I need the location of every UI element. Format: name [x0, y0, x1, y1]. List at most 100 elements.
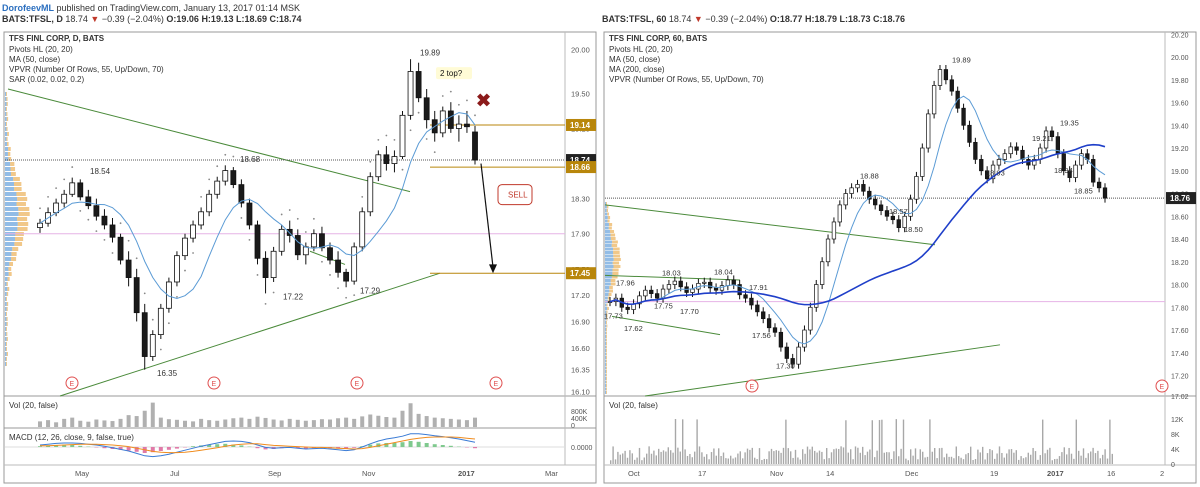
candle — [831, 221, 837, 240]
vpvr-down-bar — [6, 107, 7, 111]
volume-bar — [888, 452, 890, 464]
macd-hist-bar — [215, 444, 220, 447]
vpvr-up-bar — [605, 209, 607, 212]
vpvr-up-bar — [5, 182, 14, 186]
macd-hist-bar — [38, 446, 42, 447]
sar-dot — [216, 165, 219, 168]
price-tag-label: 17.45 — [570, 269, 591, 278]
sell-arrow — [480, 163, 494, 268]
volume-bar — [150, 402, 155, 427]
vpvr-up-bar — [605, 233, 611, 237]
volume-bar — [432, 417, 437, 427]
volume-bar — [1106, 458, 1109, 464]
volume-tick: 4K — [1171, 447, 1180, 454]
daily-chart[interactable]: ✖ 19.89 18.68 18.54 17.22 17.29 16.35 2 top? SEL… — [0, 28, 600, 487]
vpvr-up-bar — [605, 240, 613, 244]
left-high: H:19.13 — [201, 14, 234, 24]
volume-bar — [619, 454, 621, 464]
candle — [861, 184, 866, 192]
volume-bar — [898, 456, 900, 464]
chart-title: TFS FINL CORP, D, BATS — [9, 34, 105, 43]
sar-dot — [232, 155, 235, 158]
volume-bar — [862, 446, 864, 464]
price-tag — [566, 267, 596, 280]
volume-bar — [828, 458, 830, 464]
volume-bar — [866, 451, 869, 464]
sar-dot — [79, 210, 82, 212]
volume-bar — [742, 458, 744, 464]
x-tick-label: 14 — [826, 469, 834, 478]
vpvr-up-bar — [5, 297, 7, 301]
candle — [1043, 130, 1049, 149]
vpvr-up-bar — [5, 142, 7, 146]
pivot-label: 16.35 — [157, 369, 178, 378]
x-tick-label: 2017 — [1047, 469, 1064, 478]
volume-bar — [610, 460, 612, 464]
volume-bar — [890, 458, 893, 464]
sar-dot — [409, 129, 412, 132]
sar-dot — [393, 138, 396, 141]
volume-bar — [994, 458, 996, 464]
vpvr-down-bar — [12, 247, 19, 251]
candle — [174, 255, 180, 283]
vpvr-down-bar — [606, 335, 607, 338]
candle — [902, 215, 907, 228]
candle — [873, 198, 878, 206]
sar-dot — [111, 252, 114, 254]
pivot-label: 18.50 — [904, 225, 923, 234]
vpvr-down-bar — [612, 261, 620, 265]
candle — [125, 259, 132, 278]
pivot-label: 19.35 — [1060, 118, 1079, 127]
vpvr-down-bar — [606, 324, 608, 328]
vpvr-up-bar — [5, 107, 7, 111]
candle — [990, 164, 996, 180]
vpvr-down-bar — [6, 127, 8, 131]
author-name[interactable]: DorofeevML — [2, 3, 55, 13]
candle — [109, 224, 116, 238]
volume-bar — [1003, 457, 1005, 464]
indicator-label: VPVR (Number Of Rows, 55, Up/Down, 70) — [9, 65, 164, 74]
vpvr-up-bar — [605, 296, 608, 300]
hourly-chart[interactable]: 19.89 19.35 19.21 18.93 18.94 18.85 18.88 18.57… — [600, 28, 1200, 487]
volume-bar — [902, 419, 905, 464]
sar-dot — [417, 111, 420, 114]
vpvr-down-bar — [607, 296, 611, 300]
candle — [967, 124, 972, 143]
vpvr-down-bar — [612, 268, 619, 272]
volume-bar — [790, 451, 792, 464]
macd-hist-bar — [126, 447, 131, 451]
macd-hist-bar — [150, 447, 155, 453]
vpvr-up-bar — [605, 328, 607, 331]
macd-hist-bar — [62, 444, 67, 447]
volume-bar — [878, 420, 881, 464]
trendline — [611, 315, 721, 336]
left-close: C:18.74 — [269, 14, 302, 24]
vpvr-up-bar — [605, 380, 607, 384]
volume-bar — [720, 456, 722, 464]
volume-bar — [643, 457, 645, 464]
down-arrow-icon: ▼ — [90, 14, 100, 24]
volume-bar — [768, 451, 770, 464]
vpvr-up-bar — [5, 127, 7, 131]
volume-bar — [1049, 447, 1051, 464]
candle — [755, 304, 760, 313]
pivot-label: 17.62 — [624, 324, 643, 333]
volume-bar — [946, 453, 948, 464]
volume-bar — [662, 450, 665, 464]
volume-bar — [725, 458, 727, 464]
price-tag-label: 18.66 — [570, 163, 591, 172]
vpvr-down-bar — [17, 197, 28, 201]
volume-bar — [1066, 454, 1068, 464]
ma50-line — [609, 95, 1106, 345]
vpvr-up-bar — [605, 286, 610, 289]
candle — [157, 307, 164, 336]
vpvr-up-bar — [5, 97, 7, 101]
candle — [61, 193, 68, 204]
vpvr-up-bar — [605, 370, 607, 373]
vpvr-down-bar — [17, 227, 28, 231]
vpvr-down-bar — [6, 362, 7, 366]
vpvr-up-bar — [605, 230, 610, 233]
vpvr-up-bar — [5, 197, 18, 201]
volume-bar — [842, 447, 845, 464]
sar-dot — [39, 207, 41, 210]
